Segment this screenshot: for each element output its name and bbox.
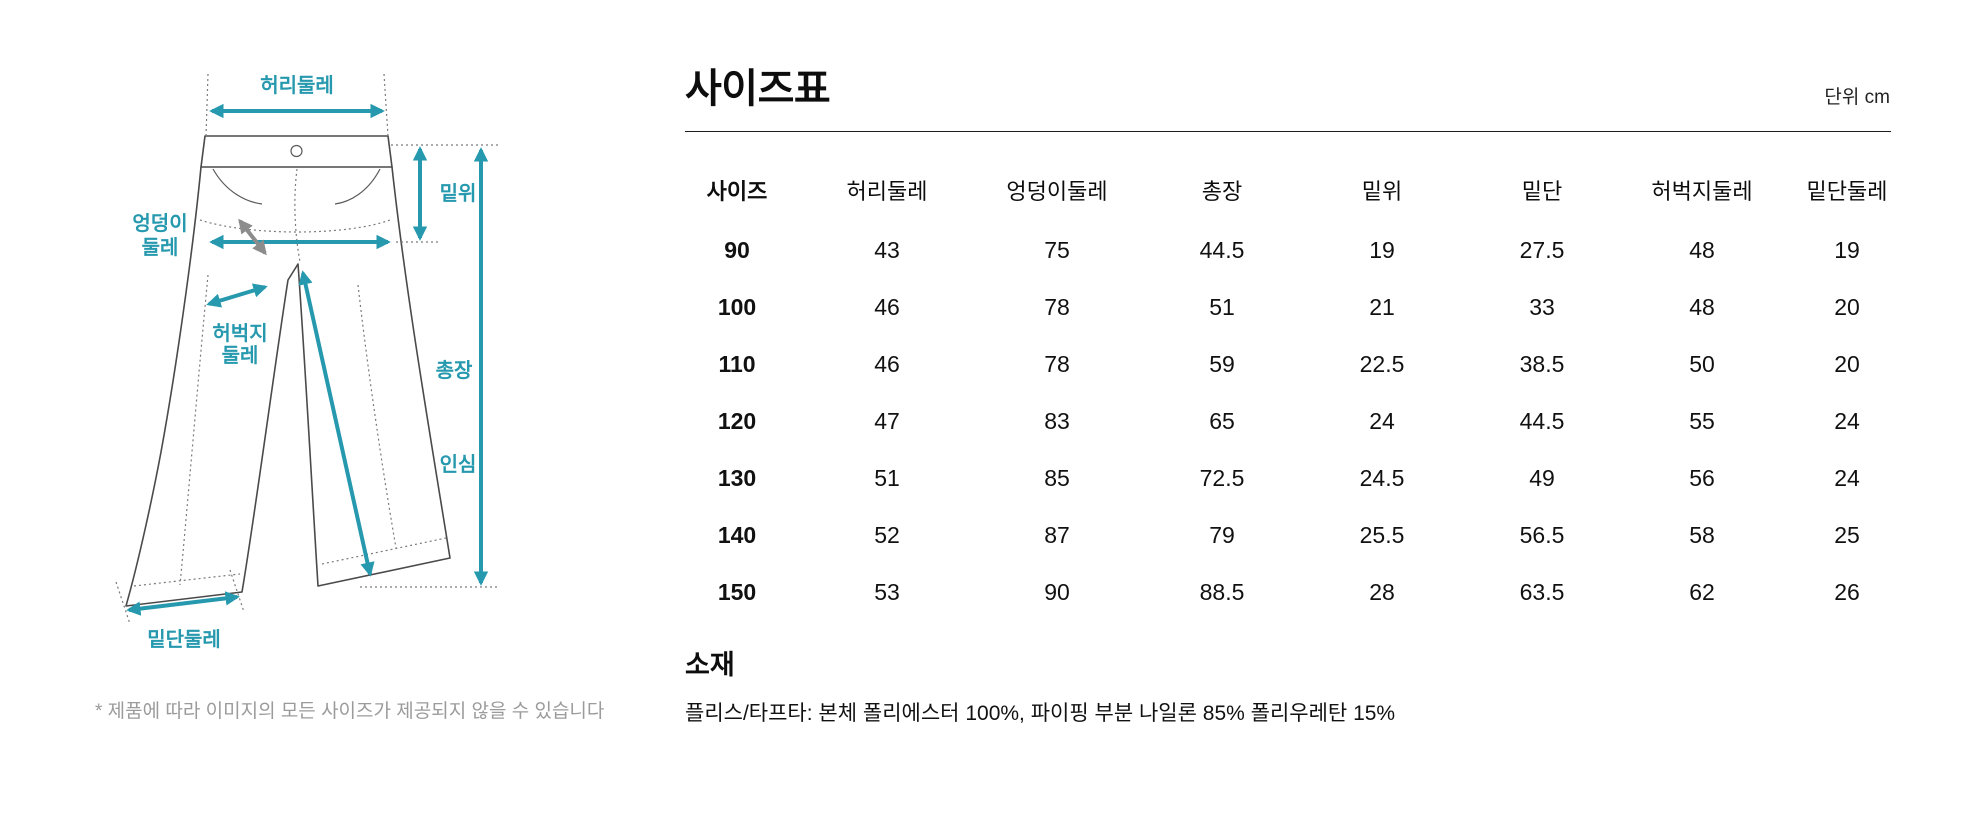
size-cell: 100 (717, 294, 757, 320)
hip-label-line2: 둘레 (142, 236, 179, 259)
table-cell: 33 (1529, 294, 1555, 320)
table-row: 110 46 78 59 22.5 38.5 50 20 (672, 336, 1912, 393)
measure-guides (115, 73, 500, 625)
pants-diagram-svg: 허리둘레 밑위 엉덩이 둘레 허벅지 둘레 총장 인심 밑단둘레 (115, 73, 500, 651)
size-cell: 130 (717, 465, 757, 491)
size-cell: 150 (717, 579, 757, 605)
crotch-arrow (238, 218, 267, 256)
table-cell: 24 (1834, 408, 1860, 434)
thigh-label-line1: 허벅지 (212, 322, 267, 345)
table-row: 150 53 90 88.5 28 63.5 62 26 (672, 564, 1912, 621)
table-cell: 85 (1044, 465, 1070, 491)
table-cell: 78 (1044, 294, 1070, 320)
table-cell: 88.5 (1199, 579, 1245, 605)
size-table: 사이즈 허리둘레 엉덩이둘레 총장 밑위 밑단 허벅지둘레 밑단둘레 90 43… (672, 158, 1912, 621)
size-cell: 90 (724, 237, 750, 263)
table-header-row: 사이즈 허리둘레 엉덩이둘레 총장 밑위 밑단 허벅지둘레 밑단둘레 (672, 158, 1912, 222)
size-cell: 120 (717, 408, 757, 434)
table-cell: 62 (1689, 579, 1715, 605)
table-cell: 22.5 (1359, 351, 1405, 377)
column-header-waist: 허리둘레 (846, 179, 928, 204)
table-cell: 46 (874, 351, 900, 377)
table-cell: 24 (1834, 465, 1860, 491)
table-cell: 72.5 (1199, 465, 1245, 491)
material-description: 플리스/타프타: 본체 폴리에스터 100%, 파이핑 부분 나일론 85% 폴… (685, 702, 1396, 725)
thigh-arrow (206, 283, 268, 308)
rise-label: 밑위 (440, 182, 477, 205)
table-cell: 51 (874, 465, 900, 491)
table-cell: 79 (1209, 522, 1235, 548)
table-cell: 19 (1834, 237, 1860, 263)
table-cell: 56.5 (1519, 522, 1565, 548)
table-cell: 56 (1689, 465, 1715, 491)
table-cell: 48 (1689, 294, 1715, 320)
pants-measurement-diagram: 허리둘레 밑위 엉덩이 둘레 허벅지 둘레 총장 인심 밑단둘레 (60, 40, 580, 700)
size-cell: 110 (718, 351, 756, 377)
table-cell: 20 (1834, 351, 1860, 377)
material-heading: 소재 (685, 650, 735, 680)
hip-label-line1: 엉덩이 (132, 212, 187, 235)
unit-label: 단위 cm (1824, 87, 1890, 108)
table-cell: 44.5 (1199, 237, 1245, 263)
table-row: 120 47 83 65 24 44.5 55 24 (672, 393, 1912, 450)
column-header-size: 사이즈 (706, 179, 768, 204)
table-cell: 55 (1689, 408, 1715, 434)
table-cell: 26 (1834, 579, 1860, 605)
table-cell: 52 (874, 522, 900, 548)
table-cell: 58 (1689, 522, 1715, 548)
table-cell: 65 (1209, 408, 1235, 434)
table-row: 130 51 85 72.5 24.5 49 56 24 (672, 450, 1912, 507)
table-cell: 43 (874, 237, 900, 263)
table-cell: 24 (1369, 408, 1395, 434)
table-cell: 51 (1209, 294, 1235, 320)
table-cell: 50 (1689, 351, 1715, 377)
table-row: 90 43 75 44.5 19 27.5 48 19 (672, 222, 1912, 279)
total-length-label: 총장 (436, 359, 473, 382)
table-cell: 53 (874, 579, 900, 605)
column-header-hip: 엉덩이둘레 (1006, 179, 1108, 204)
column-header-hem: 밑단 (1521, 179, 1563, 204)
pants-outline (125, 135, 451, 607)
table-cell: 59 (1209, 351, 1235, 377)
inseam-arrow (298, 270, 375, 577)
table-row: 140 52 87 79 25.5 56.5 58 25 (672, 507, 1912, 564)
column-header-hem-circ: 밑단둘레 (1806, 179, 1888, 204)
table-cell: 87 (1044, 522, 1070, 548)
table-cell: 83 (1044, 408, 1070, 434)
table-cell: 25 (1834, 522, 1860, 548)
inseam-label: 인심 (440, 453, 477, 476)
table-row: 100 46 78 51 21 33 48 20 (672, 279, 1912, 336)
table-cell: 75 (1044, 237, 1070, 263)
table-cell: 63.5 (1519, 579, 1565, 605)
table-cell: 24.5 (1359, 465, 1405, 491)
column-header-total-length: 총장 (1201, 179, 1243, 204)
size-availability-note: * 제품에 따라 이미지의 모든 사이즈가 제공되지 않을 수 있습니다 (95, 701, 605, 722)
table-cell: 48 (1689, 237, 1715, 263)
table-cell: 25.5 (1359, 522, 1405, 548)
title-divider (685, 131, 1891, 132)
table-cell: 90 (1044, 579, 1070, 605)
page-title: 사이즈표 (685, 67, 831, 111)
table-cell: 20 (1834, 294, 1860, 320)
table-cell: 46 (874, 294, 900, 320)
table-cell: 27.5 (1519, 237, 1565, 263)
table-cell: 47 (874, 408, 900, 434)
table-cell: 49 (1529, 465, 1555, 491)
table-cell: 28 (1369, 579, 1395, 605)
column-header-thigh: 허벅지둘레 (1651, 179, 1753, 204)
table-cell: 19 (1369, 237, 1395, 263)
size-cell: 140 (717, 522, 757, 548)
column-header-rise: 밑위 (1361, 179, 1403, 204)
table-cell: 44.5 (1519, 408, 1565, 434)
table-cell: 21 (1369, 294, 1395, 320)
table-cell: 38.5 (1519, 351, 1565, 377)
table-cell: 78 (1044, 351, 1070, 377)
thigh-label-line2: 둘레 (222, 344, 259, 367)
hem-label: 밑단둘레 (147, 628, 221, 651)
waist-label: 허리둘레 (260, 74, 334, 97)
hem-arrow (126, 591, 240, 616)
